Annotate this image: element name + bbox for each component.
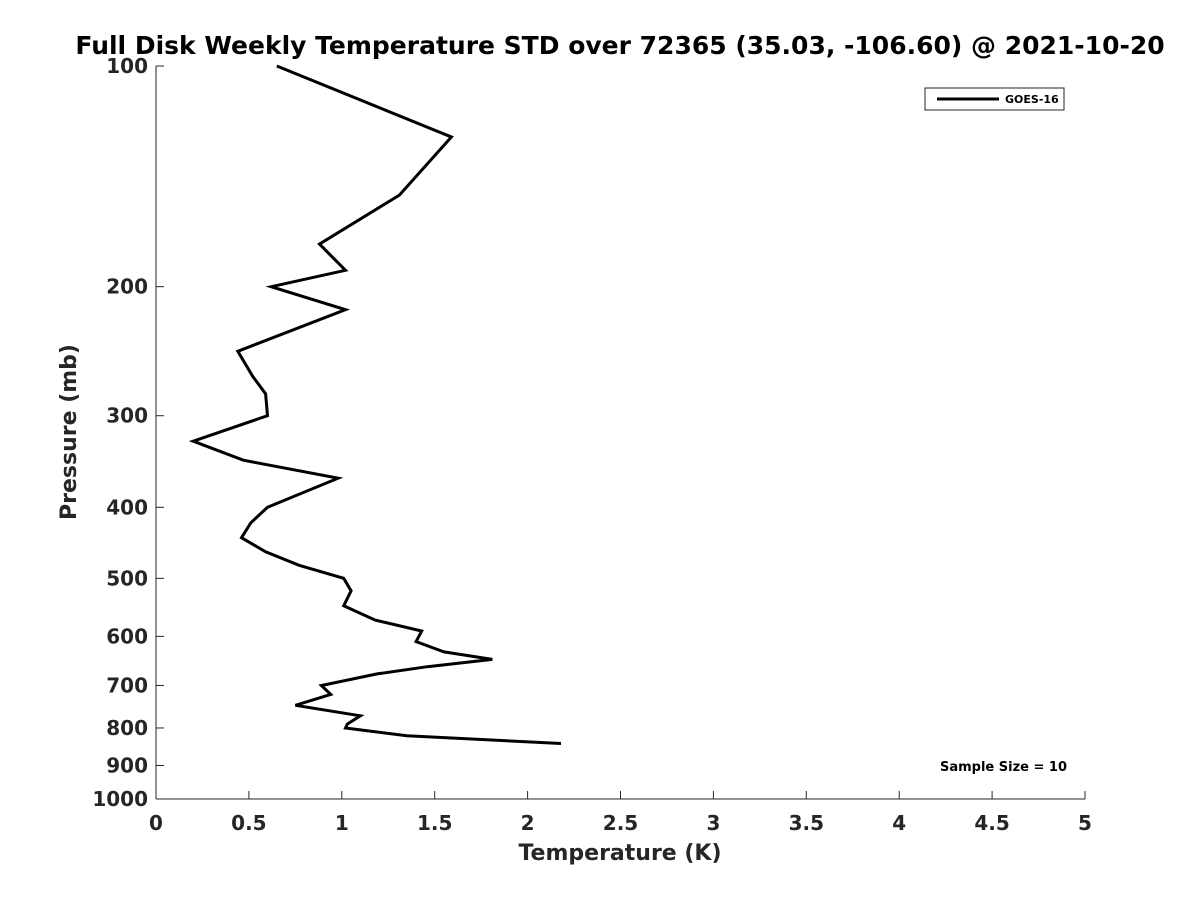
x-tick-label: 1 bbox=[335, 811, 349, 835]
y-tick-label: 900 bbox=[106, 753, 148, 777]
y-tick-label: 400 bbox=[106, 495, 148, 519]
x-tick-label: 3.5 bbox=[789, 811, 824, 835]
y-tick-label: 100 bbox=[106, 54, 148, 78]
x-ticks: 0 0.5 1 1.5 2 2.5 3 3.5 4 4.5 5 bbox=[149, 791, 1092, 835]
x-tick-label: 5 bbox=[1078, 811, 1092, 835]
x-tick-label: 0.5 bbox=[231, 811, 266, 835]
x-tick-label: 4.5 bbox=[974, 811, 1009, 835]
y-tick-label: 700 bbox=[106, 673, 148, 697]
y-tick-label: 300 bbox=[106, 404, 148, 428]
x-tick-label: 4 bbox=[892, 811, 906, 835]
x-tick-label: 3 bbox=[706, 811, 720, 835]
y-ticks: 100 200 300 400 500 600 700 800 900 1000 bbox=[92, 54, 164, 811]
y-tick-label: 1000 bbox=[92, 787, 148, 811]
x-tick-label: 2 bbox=[521, 811, 535, 835]
y-tick-label: 600 bbox=[106, 624, 148, 648]
legend: GOES-16 bbox=[924, 87, 1065, 111]
y-tick-label: 800 bbox=[106, 716, 148, 740]
sample-size-annotation: Sample Size = 10 bbox=[940, 760, 1067, 775]
legend-label-goes-16: GOES-16 bbox=[1005, 93, 1059, 106]
y-tick-label: 200 bbox=[106, 275, 148, 299]
x-tick-label: 0 bbox=[149, 811, 163, 835]
x-tick-label: 2.5 bbox=[603, 811, 638, 835]
series-layer bbox=[188, 64, 562, 745]
chart-title: Full Disk Weekly Temperature STD over 72… bbox=[75, 31, 1164, 60]
y-tick-label: 500 bbox=[106, 566, 148, 590]
y-axis-label: Pressure (mb) bbox=[57, 344, 82, 520]
x-tick-label: 1.5 bbox=[417, 811, 452, 835]
x-axis-label: Temperature (K) bbox=[518, 841, 721, 866]
series-line-goes-16 bbox=[188, 64, 562, 745]
